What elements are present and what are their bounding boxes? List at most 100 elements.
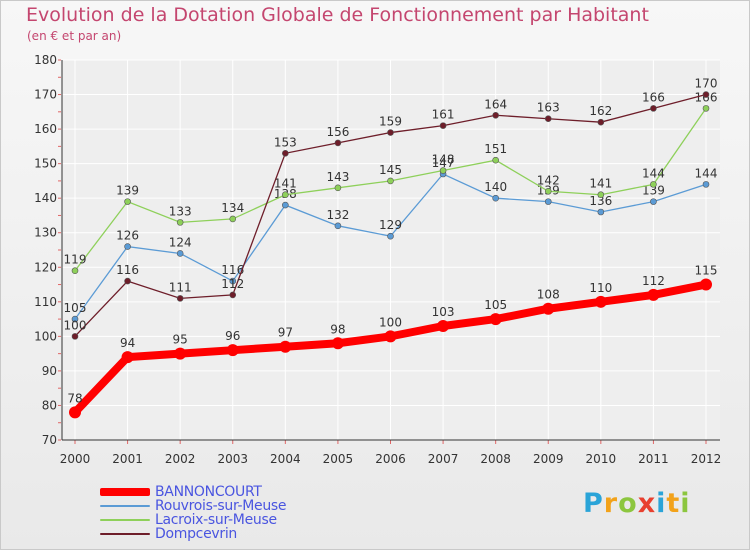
data-point: [544, 187, 552, 195]
data-label: 164: [484, 97, 507, 111]
data-label: 142: [537, 173, 560, 187]
y-tick-label: 90: [42, 364, 57, 378]
data-point: [439, 122, 447, 129]
data-label: 110: [589, 281, 612, 295]
data-point: [542, 302, 555, 315]
data-point: [71, 333, 79, 340]
y-tick-label: 100: [34, 329, 57, 343]
data-label: 139: [642, 184, 665, 198]
data-point: [702, 105, 710, 112]
data-point: [334, 222, 342, 230]
data-point: [124, 198, 131, 205]
series-bannoncourt: 78 94 95 96 97 98 100 103 105 108 110 112 115: [67, 264, 717, 419]
data-label: 161: [432, 108, 455, 122]
data-label: 100: [64, 318, 87, 332]
x-tick-label: 2004: [270, 452, 301, 466]
y-tick-label: 140: [34, 191, 57, 205]
x-tick-label: 2005: [323, 452, 354, 466]
data-label: 97: [278, 326, 293, 340]
legend-swatch: [100, 519, 150, 521]
data-label: 98: [330, 322, 345, 336]
data-point: [650, 105, 657, 112]
data-label: 108: [537, 288, 560, 302]
data-label: 96: [225, 329, 240, 343]
legend-label: Dompcevrin: [155, 526, 237, 542]
data-point: [544, 115, 552, 123]
data-point: [69, 406, 81, 419]
data-point: [384, 330, 397, 343]
data-point: [176, 295, 184, 302]
data-label: 105: [484, 298, 507, 312]
data-point: [229, 291, 237, 299]
data-label: 112: [642, 274, 665, 288]
data-point: [121, 351, 134, 364]
y-tick-label: 170: [34, 88, 57, 102]
data-label: 105: [64, 301, 87, 315]
data-label: 147: [432, 156, 455, 170]
legend-swatch: [100, 488, 150, 496]
data-label: 144: [642, 166, 665, 180]
data-label: 103: [432, 305, 455, 319]
data-label: 156: [326, 125, 349, 139]
data-point: [597, 118, 605, 126]
logo-letter: i: [656, 488, 667, 519]
data-point: [331, 337, 344, 350]
data-point: [124, 243, 131, 250]
data-point: [124, 277, 131, 285]
data-label: 139: [116, 184, 139, 198]
y-tick-label: 70: [42, 433, 57, 447]
data-point: [229, 215, 237, 223]
data-point: [597, 208, 605, 216]
data-point: [544, 198, 552, 205]
data-label: 159: [379, 115, 402, 129]
data-label: 78: [67, 391, 82, 405]
x-tick-label: 2002: [165, 452, 196, 466]
data-label: 151: [484, 142, 507, 156]
data-label: 132: [326, 208, 349, 222]
x-tick-label: 2000: [60, 452, 91, 466]
logo-letter: t: [666, 488, 681, 519]
data-point: [702, 91, 710, 98]
x-tick-label: 2011: [638, 452, 669, 466]
logo-letter: P: [583, 488, 604, 519]
data-point: [700, 278, 712, 291]
data-label: 124: [169, 235, 192, 249]
data-label: 116: [116, 263, 139, 277]
series-dompcevrin: 100 116 111 112 153 156 159 161 164 163 162 166 170: [64, 77, 717, 340]
data-point: [650, 181, 657, 188]
data-label: 133: [169, 204, 192, 218]
logo-letter: x: [637, 488, 657, 519]
x-tick-label: 2007: [428, 452, 459, 466]
data-point: [650, 198, 657, 205]
legend-label: Rouvrois-sur-Meuse: [155, 498, 287, 514]
data-point: [387, 177, 394, 185]
data-label: 166: [642, 90, 665, 104]
data-point: [489, 313, 502, 326]
x-tick-label: 2006: [375, 452, 406, 466]
data-point: [282, 149, 289, 157]
y-tick-label: 80: [42, 398, 57, 412]
data-point: [597, 191, 605, 199]
data-point: [647, 288, 660, 301]
data-point: [387, 129, 394, 136]
y-tick-label: 130: [34, 226, 57, 240]
data-point: [702, 181, 710, 188]
legend-label: Lacroix-sur-Meuse: [155, 512, 277, 528]
data-point: [279, 340, 292, 353]
chart-subtitle: (en € et par an): [27, 29, 122, 43]
data-point: [387, 232, 394, 240]
x-tick-label: 2012: [691, 452, 722, 466]
series-rouvrois-sur-meuse: 105126124116138132129147140139136139144: [64, 156, 717, 323]
brand-logo: Proxiti: [583, 488, 691, 519]
data-label: 143: [326, 170, 349, 184]
y-tick-label: 110: [34, 295, 57, 309]
data-label: 134: [221, 201, 244, 215]
x-tick-label: 2001: [112, 452, 143, 466]
data-label: 141: [589, 177, 612, 191]
legend-swatch: [100, 533, 150, 535]
data-label: 148: [432, 153, 455, 167]
series-lacroix-sur-meuse: 119 139 133 134 141 143 145 148 151 142 141 144 166: [64, 90, 717, 275]
x-tick-label: 2003: [217, 452, 248, 466]
data-label: 115: [695, 264, 718, 278]
